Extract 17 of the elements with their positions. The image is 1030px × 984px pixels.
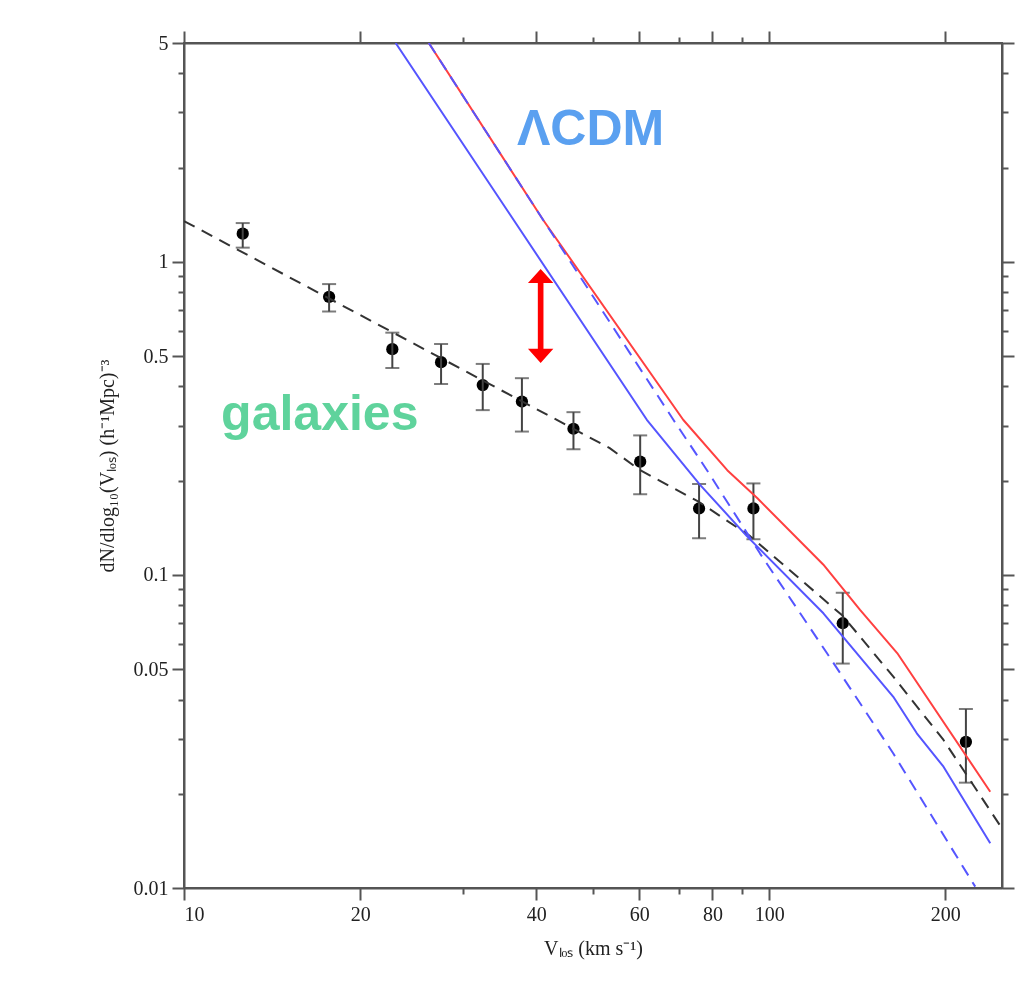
y-tick-label: 0.01 bbox=[133, 876, 169, 899]
x-tick-label: 80 bbox=[702, 902, 723, 925]
x-tick-label: 100 bbox=[754, 902, 785, 925]
x-tick-label: 200 bbox=[930, 902, 961, 925]
x-tick-label: 40 bbox=[526, 902, 547, 925]
y-tick-label: 0.5 bbox=[143, 344, 169, 367]
y-axis-title: dN/dlog₁₀(Vₗₒₛ) (h⁻¹Mpc)⁻³ bbox=[95, 359, 119, 573]
annotation: galaxies bbox=[221, 384, 419, 441]
y-tick-label: 0.05 bbox=[133, 657, 169, 680]
x-tick-label: 60 bbox=[629, 902, 650, 925]
y-tick-label: 5 bbox=[158, 31, 169, 54]
y-tick-label: 1 bbox=[158, 250, 169, 273]
x-axis-title: Vₗₒₛ (km s⁻¹) bbox=[544, 936, 643, 960]
annotation: ΛCDM bbox=[516, 100, 665, 157]
y-tick-label: 0.1 bbox=[143, 563, 169, 586]
x-tick-label: 20 bbox=[350, 902, 371, 925]
x-tick-label: 10 bbox=[184, 902, 205, 925]
